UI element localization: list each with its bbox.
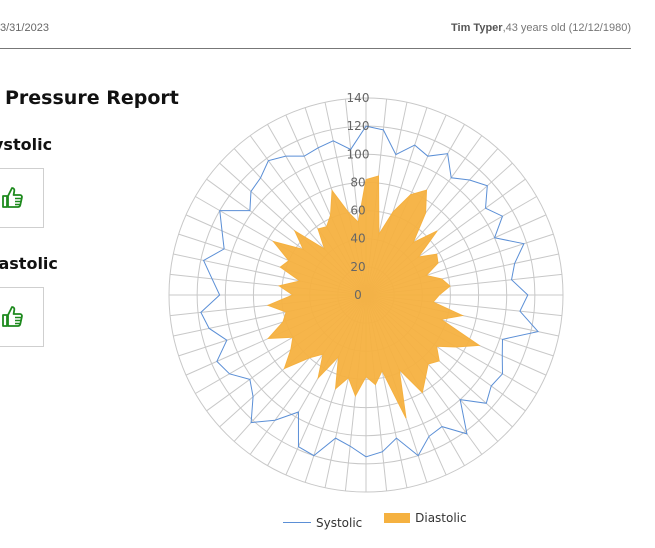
radial-tick-label: 140 [347,91,370,105]
patient-info: Tim Typer,43 years old (12/12/1980) [451,22,631,34]
chart-legend: Systolic Diastolic [283,511,485,530]
radial-axis-ticks: 0 20 40 60 80 100 120 140 [347,91,370,302]
legend-systolic-label: Systolic [316,515,363,530]
header-divider [0,48,631,49]
radial-tick-label: 120 [347,119,370,133]
thumbs-up-icon [2,306,23,327]
radial-tick-label: 0 [354,288,362,302]
legend-diastolic: Diastolic [384,511,467,525]
legend-systolic: Systolic [283,516,362,530]
systolic-label: ystolic [0,135,53,154]
diastolic-status-box [0,287,44,347]
radial-tick-label: 60 [350,204,365,218]
systolic-line [200,125,539,458]
header-date: 3/31/2023 [0,22,49,34]
diastolic-series [266,175,481,419]
diastolic-area [266,175,481,419]
patient-details: ,43 years old (12/12/1980) [502,22,631,34]
radial-tick-label: 100 [347,147,370,161]
radial-tick-label: 80 [350,175,365,189]
patient-name: Tim Typer [451,22,503,34]
report-title: Pressure Report [5,87,179,109]
systolic-series [200,125,539,458]
systolic-status-box [0,168,44,228]
radial-tick-label: 40 [350,232,365,246]
legend-systolic-line [283,522,311,523]
radial-tick-label: 20 [350,260,365,274]
legend-diastolic-label: Diastolic [415,511,467,525]
thumbs-up-icon [2,187,23,208]
legend-diastolic-swatch [384,513,411,523]
diastolic-label: iastolic [0,254,58,273]
